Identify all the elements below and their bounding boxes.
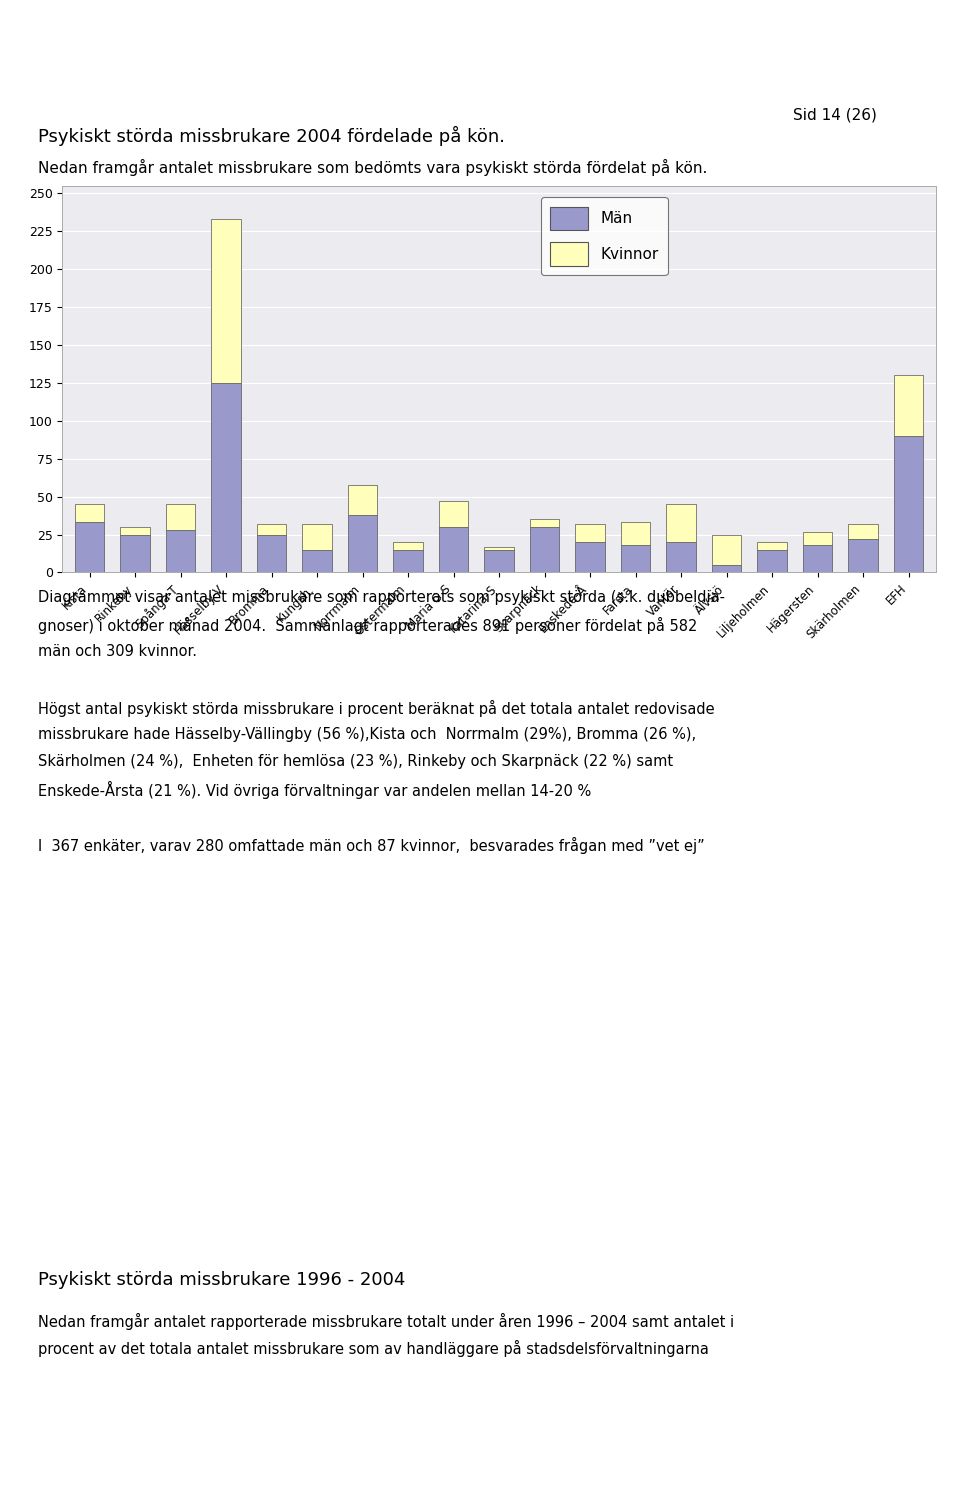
Text: Skärholmen (24 %),  Enheten för hemlösa (23 %), Rinkeby och Skarpnäck (22 %) sam: Skärholmen (24 %), Enheten för hemlösa (… (38, 754, 674, 769)
Bar (257, 523, 286, 535)
Bar (166, 529, 196, 572)
Bar (712, 535, 741, 565)
Text: Sid 14 (26): Sid 14 (26) (793, 107, 877, 122)
Text: Nedan framgår antalet rapporterade missbrukare totalt under åren 1996 – 2004 sam: Nedan framgår antalet rapporterade missb… (38, 1313, 734, 1329)
Bar (439, 501, 468, 526)
Bar (485, 547, 514, 550)
Text: Nedan framgår antalet missbrukare som bedömts vara psykiskt störda fördelat på k: Nedan framgår antalet missbrukare som be… (38, 159, 708, 175)
Bar (75, 504, 105, 522)
Bar (849, 523, 878, 540)
Text: procent av det totala antalet missbrukare som av handläggare på stadsdelsförvalt: procent av det totala antalet missbrukar… (38, 1340, 709, 1356)
Bar (394, 550, 423, 572)
Bar (712, 565, 741, 572)
Bar (257, 535, 286, 572)
Bar (211, 384, 241, 572)
Bar (302, 523, 332, 550)
Bar (120, 526, 150, 535)
Bar (849, 540, 878, 572)
Bar (621, 522, 651, 546)
Text: Enskede-Årsta (21 %). Vid övriga förvaltningar var andelen mellan 14-20 %: Enskede-Årsta (21 %). Vid övriga förvalt… (38, 781, 591, 799)
Text: gnoser) i oktober månad 2004.  Sammanlagt rapporterades 891 personer fördelat på: gnoser) i oktober månad 2004. Sammanlagt… (38, 617, 698, 633)
Bar (348, 485, 377, 515)
Text: män och 309 kvinnor.: män och 309 kvinnor. (38, 644, 198, 659)
Legend: Män, Kvinnor: Män, Kvinnor (540, 198, 667, 275)
Text: Psykiskt störda missbrukare 1996 - 2004: Psykiskt störda missbrukare 1996 - 2004 (38, 1271, 406, 1289)
Text: Högst antal psykiskt störda missbrukare i procent beräknat på det totala antalet: Högst antal psykiskt störda missbrukare … (38, 700, 715, 717)
Bar (485, 550, 514, 572)
Text: Psykiskt störda missbrukare 2004 fördelade på kön.: Psykiskt störda missbrukare 2004 fördela… (38, 126, 505, 147)
Bar (211, 219, 241, 384)
Bar (302, 550, 332, 572)
Bar (530, 526, 560, 572)
Bar (894, 375, 924, 436)
Bar (75, 522, 105, 572)
Bar (394, 543, 423, 550)
Bar (757, 550, 787, 572)
Bar (166, 504, 196, 529)
Bar (439, 526, 468, 572)
Bar (757, 543, 787, 550)
Bar (348, 515, 377, 572)
Bar (120, 535, 150, 572)
Text: missbrukare hade Hässelby-Vällingby (56 %),Kista och  Norrmalm (29%), Bromma (26: missbrukare hade Hässelby-Vällingby (56 … (38, 727, 697, 742)
Bar (621, 546, 651, 572)
Bar (575, 543, 605, 572)
Bar (666, 504, 696, 543)
Text: I  367 enkäter, varav 280 omfattade män och 87 kvinnor,  besvarades frågan med ”: I 367 enkäter, varav 280 omfattade män o… (38, 837, 706, 854)
Bar (803, 546, 832, 572)
Text: Diagrammet visar antalet missbrukare som rapporterats som psykiskt störda (s.k. : Diagrammet visar antalet missbrukare som… (38, 590, 726, 605)
Bar (530, 519, 560, 526)
Bar (803, 531, 832, 546)
Bar (894, 436, 924, 572)
Bar (575, 523, 605, 543)
Bar (666, 543, 696, 572)
